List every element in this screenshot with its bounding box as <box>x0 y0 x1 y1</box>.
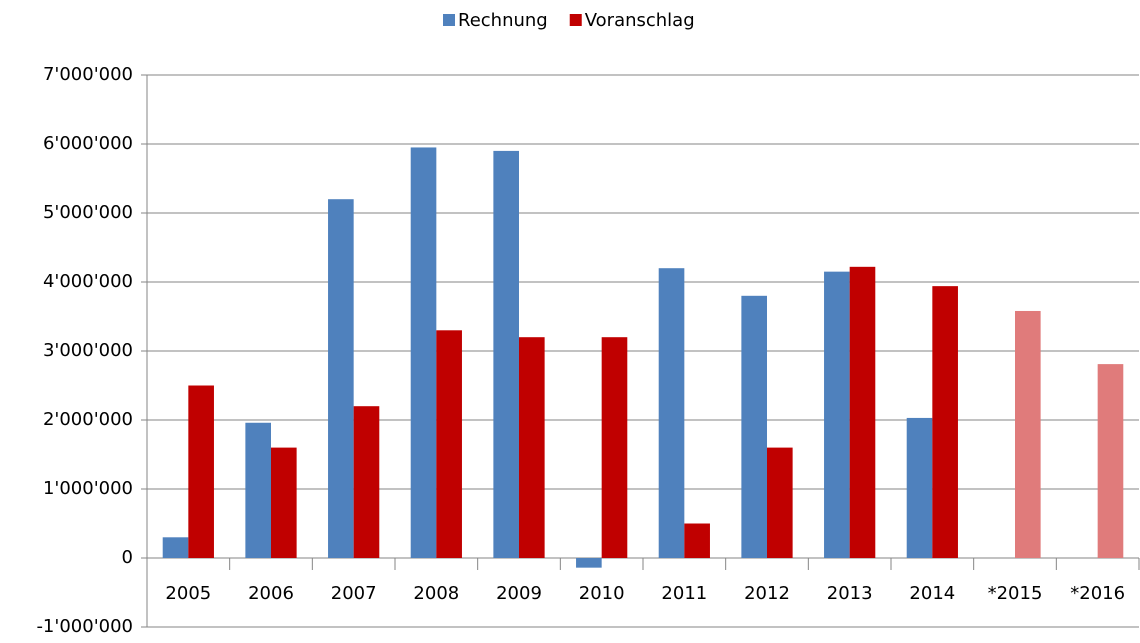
bar <box>906 417 933 558</box>
y-tick-label: 2'000'000 <box>43 409 133 430</box>
legend-swatch <box>443 14 455 26</box>
x-tick-label: *2016 <box>1070 583 1125 604</box>
bar <box>328 199 354 558</box>
x-tick-label: 2014 <box>909 583 955 604</box>
bar <box>410 147 437 558</box>
legend-swatch <box>569 14 582 26</box>
x-tick-label: 2013 <box>827 583 873 604</box>
bar <box>932 286 958 558</box>
x-tick-label: 2008 <box>413 583 459 604</box>
bar <box>1015 310 1041 558</box>
y-tick-label: -1'000'000 <box>36 616 133 637</box>
bar <box>576 558 602 568</box>
y-tick-label: 7'000'000 <box>43 64 133 85</box>
bar <box>353 406 380 558</box>
bar <box>271 447 297 558</box>
y-tick-label: 0 <box>122 547 133 568</box>
x-tick-label: 2005 <box>165 583 211 604</box>
y-tick-label: 6'000'000 <box>43 133 133 154</box>
bar <box>684 523 710 558</box>
y-tick-label: 4'000'000 <box>43 271 133 292</box>
legend-label: Rechnung <box>458 10 548 31</box>
bar <box>436 330 462 558</box>
bar <box>188 385 214 558</box>
y-tick-label: 1'000'000 <box>43 478 133 499</box>
x-tick-label: 2012 <box>744 583 790 604</box>
x-tick-label: 2009 <box>496 583 542 604</box>
x-tick-label: 2011 <box>661 583 707 604</box>
bar <box>658 268 685 558</box>
bar <box>493 150 519 558</box>
bar <box>741 295 767 558</box>
y-tick-label: 3'000'000 <box>43 340 133 361</box>
y-tick-label: 5'000'000 <box>43 202 133 223</box>
bar <box>1097 364 1124 558</box>
bar <box>519 337 545 558</box>
bar <box>767 447 793 558</box>
x-tick-label: 2010 <box>579 583 625 604</box>
x-tick-label: 2007 <box>331 583 377 604</box>
bar <box>849 266 876 558</box>
x-tick-label: *2015 <box>988 583 1043 604</box>
bar <box>824 271 850 558</box>
bar <box>601 337 628 558</box>
bar <box>162 537 189 558</box>
x-tick-label: 2006 <box>248 583 294 604</box>
bar <box>245 422 271 558</box>
legend-label: Voranschlag <box>585 10 695 31</box>
